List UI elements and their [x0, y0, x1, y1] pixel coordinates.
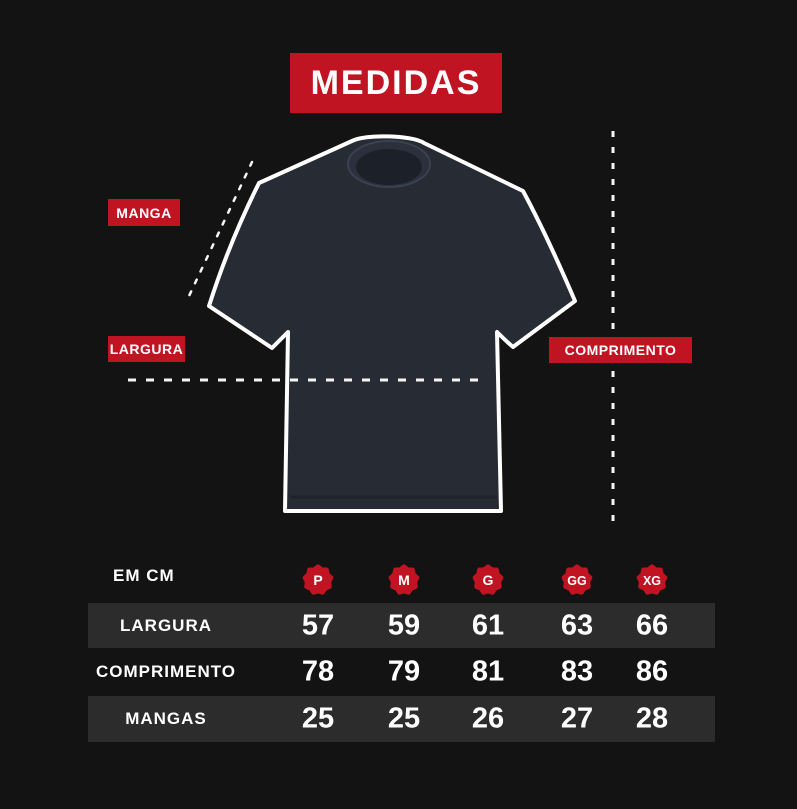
comprimento-label: COMPRIMENTO	[549, 337, 692, 363]
value-cell-comprimento-gg: 83	[560, 655, 594, 688]
table-row-largura: LARGURA 57 59 61 63 66	[88, 603, 715, 648]
value-cell-largura-gg: 63	[560, 609, 594, 641]
value-cell-comprimento-g: 81	[471, 655, 505, 688]
size-badge-gg: GG	[560, 563, 594, 597]
collar-opening-graphic	[356, 149, 422, 185]
value-cell-mangas-xg: 28	[635, 702, 669, 735]
tshirt-outline	[207, 134, 577, 513]
page-title: MEDIDAS	[290, 53, 502, 113]
largura-label: LARGURA	[108, 336, 185, 362]
seal-icon: P	[302, 564, 334, 595]
size-badge-g: G	[471, 563, 505, 597]
seal-icon: G	[472, 564, 504, 595]
value-cell-largura-xg: 66	[635, 609, 669, 641]
value-cell-mangas-gg: 27	[560, 702, 594, 735]
value-cell-mangas-m: 25	[387, 702, 421, 735]
table-row-mangas: MANGAS 25 25 26 27 28	[88, 696, 715, 742]
tshirt-graphic	[128, 131, 615, 526]
unit-header: EM CM	[113, 566, 175, 585]
value-cell-largura-p: 57	[301, 609, 335, 641]
seal-icon: GG	[561, 564, 593, 595]
size-badge-p: P	[301, 563, 335, 597]
seal-icon: M	[388, 564, 420, 595]
manga-label: MANGA	[108, 199, 180, 226]
size-header-row: P M G GG XG	[88, 563, 715, 597]
value-cell-mangas-g: 26	[471, 702, 505, 735]
row-label: MANGAS	[125, 709, 207, 728]
row-label: LARGURA	[120, 615, 212, 635]
size-badge-label: G	[483, 572, 494, 588]
size-badge-label: XG	[643, 574, 661, 588]
table-row-comprimento: COMPRIMENTO 78 79 81 83 86	[88, 648, 715, 696]
value-cell-comprimento-xg: 86	[635, 655, 669, 688]
value-cell-comprimento-p: 78	[301, 655, 335, 688]
size-badge-label: M	[398, 572, 410, 588]
row-label: COMPRIMENTO	[95, 662, 237, 681]
size-badge-label: GG	[567, 574, 586, 588]
value-cell-comprimento-m: 79	[387, 655, 421, 688]
size-badge-label: P	[313, 572, 322, 588]
value-cell-largura-m: 59	[387, 609, 421, 641]
value-cell-mangas-p: 25	[301, 702, 335, 735]
size-badge-xg: XG	[635, 563, 669, 597]
seal-icon: XG	[636, 564, 668, 595]
size-badge-m: M	[387, 563, 421, 597]
value-cell-largura-g: 61	[471, 609, 505, 641]
